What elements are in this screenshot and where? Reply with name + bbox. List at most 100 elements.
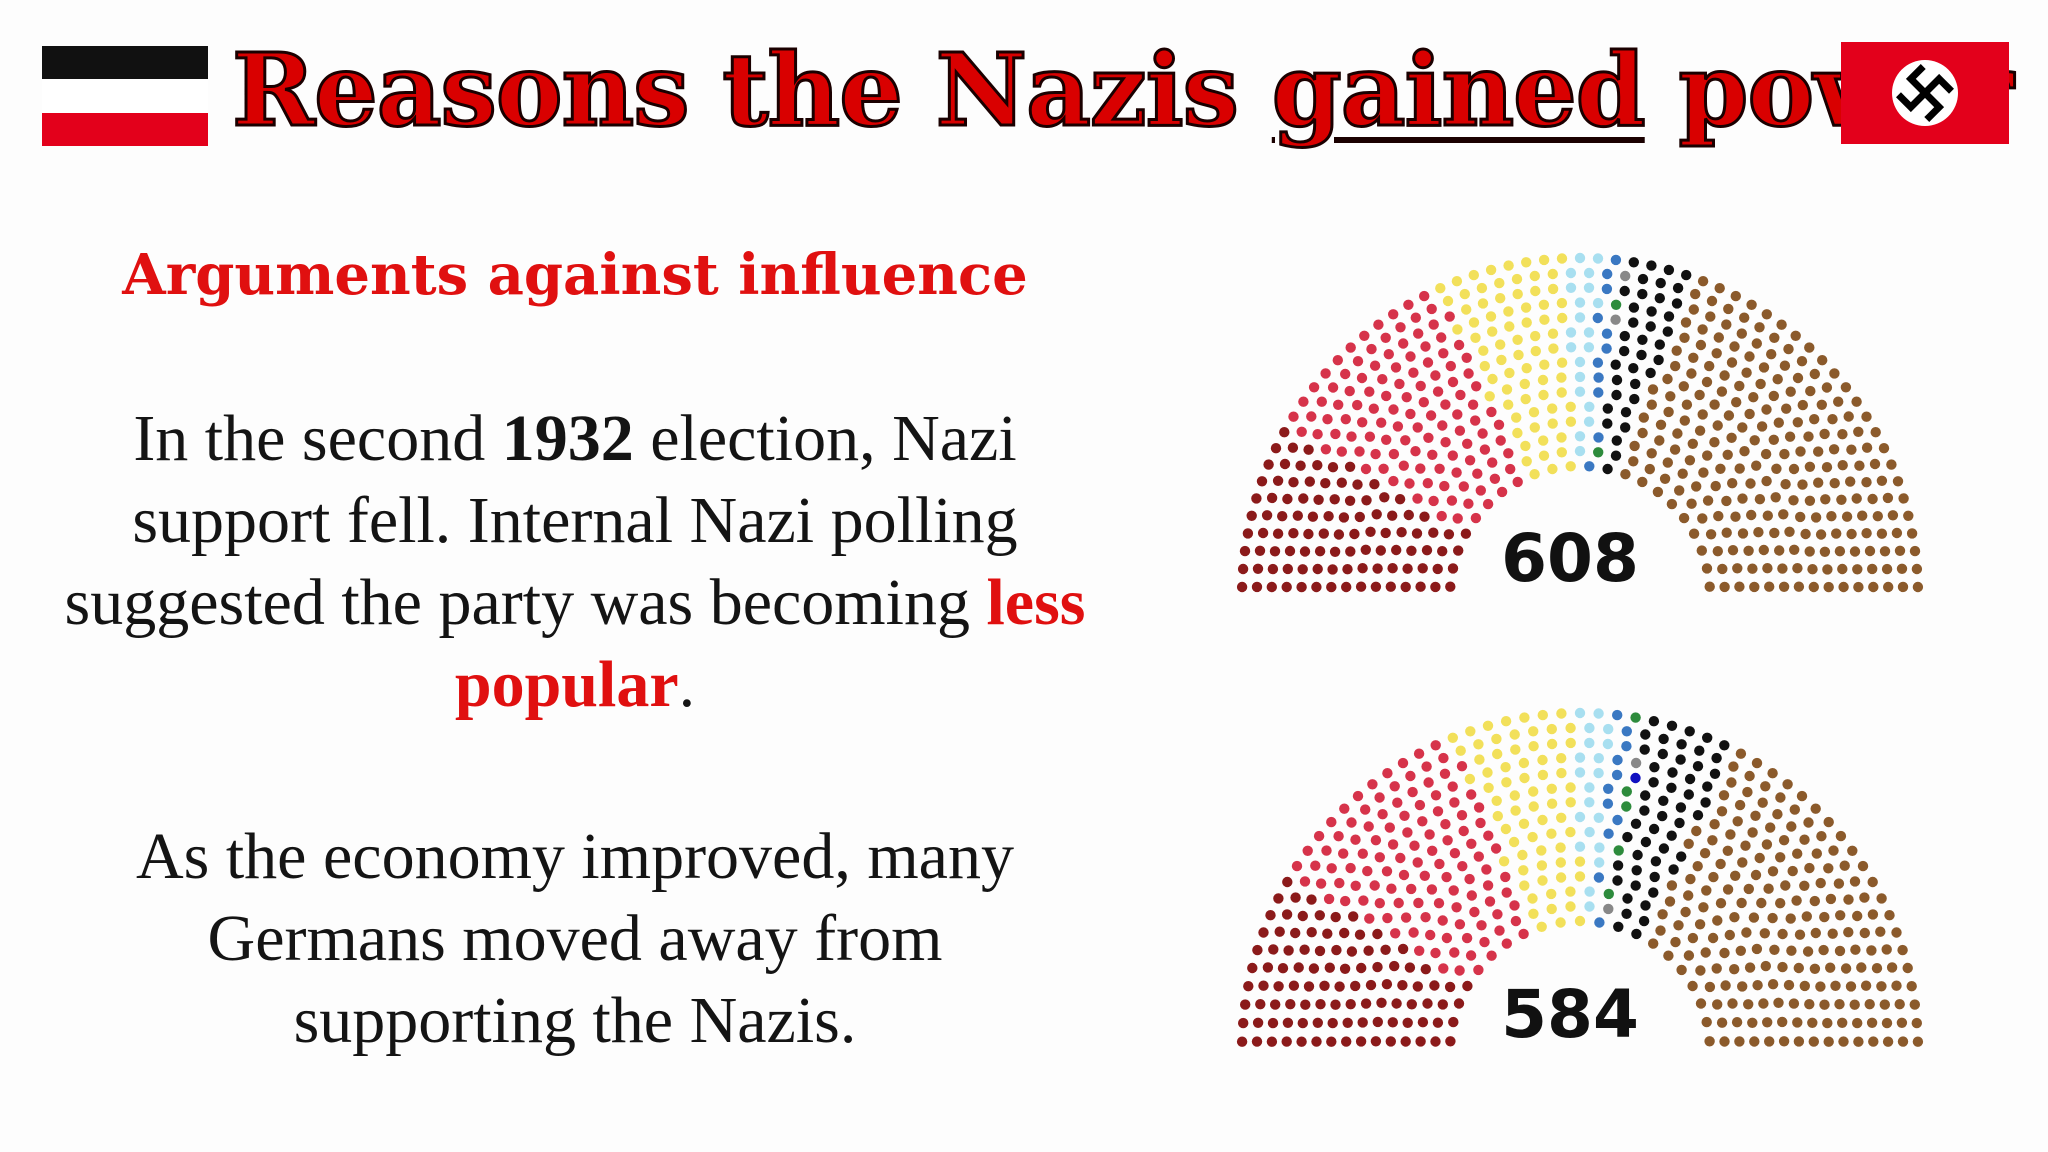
seat-dot <box>1318 528 1329 539</box>
seat-dot <box>1327 564 1338 575</box>
seat-dot <box>1737 857 1748 868</box>
seat-dot <box>1657 909 1668 920</box>
seat-dot <box>1745 478 1756 489</box>
seat-dot <box>1402 1017 1413 1028</box>
seat-dot <box>1701 563 1713 574</box>
seat-dot <box>1749 1036 1760 1047</box>
seat-dot <box>1456 761 1468 772</box>
seat-dot <box>1288 980 1300 991</box>
seat-dot <box>1462 438 1473 449</box>
seat-dot <box>1287 442 1299 453</box>
seat-dot <box>1376 417 1387 428</box>
seat-dot <box>1803 817 1814 828</box>
seat-dot <box>1252 1017 1264 1028</box>
seat-dot <box>1602 418 1613 429</box>
seat-dot <box>1422 998 1433 1009</box>
seat-dot <box>1719 1036 1730 1047</box>
seat-dot <box>1898 493 1909 504</box>
seat-dot <box>1355 581 1367 592</box>
seat-dot <box>1539 314 1550 325</box>
seat-dot <box>1850 944 1861 955</box>
seat-dot <box>1601 283 1613 295</box>
seat-dot <box>1702 732 1713 743</box>
seat-dot <box>1501 887 1512 898</box>
seat-dot <box>1495 435 1506 446</box>
seat-dot <box>1565 327 1577 338</box>
seat-dot <box>1762 563 1773 574</box>
seat-dot <box>1666 720 1678 731</box>
seat-dot <box>1451 276 1463 287</box>
seat-dot <box>1906 528 1918 539</box>
seat-dot <box>1731 397 1742 408</box>
seat-dot <box>1468 317 1480 328</box>
seat-dot <box>1451 902 1462 913</box>
seat-dot <box>1793 581 1805 592</box>
seat-dot <box>1240 999 1251 1010</box>
seat-dot <box>1810 927 1821 939</box>
seat-dot <box>1817 355 1828 366</box>
seat-dot <box>1699 848 1711 859</box>
seat-dot <box>1370 581 1382 592</box>
seat-dot <box>1285 999 1296 1010</box>
seat-dot <box>1897 944 1908 956</box>
seat-dot <box>1565 722 1576 734</box>
seat-dot <box>1379 492 1390 503</box>
seat-dot <box>1467 399 1479 410</box>
seat-dot <box>1430 581 1441 593</box>
seat-dot <box>1711 752 1722 764</box>
seat-dot <box>1555 872 1567 883</box>
seat-dot <box>1482 720 1494 731</box>
seat-dot <box>1528 801 1539 812</box>
seat-dot <box>1662 457 1673 468</box>
seat-dot <box>1750 869 1762 881</box>
seat-dot <box>1243 981 1254 992</box>
seat-dot <box>1673 920 1684 931</box>
seat-dot <box>1556 767 1567 779</box>
seat-dot <box>1834 999 1845 1010</box>
seat-dot <box>1696 545 1707 556</box>
seat-dot <box>1795 511 1806 523</box>
seat-dot <box>1436 332 1447 343</box>
seat-dot <box>1565 342 1577 353</box>
seat-dot <box>1449 947 1460 958</box>
seat-dot <box>1380 527 1391 539</box>
seat-dot <box>1620 270 1631 282</box>
seat-dot <box>1415 463 1426 474</box>
seat-dot <box>1461 352 1472 363</box>
seat-dot <box>1391 998 1402 1009</box>
seat-dot <box>1420 964 1431 975</box>
seat-dot <box>1435 283 1446 294</box>
seat-dot <box>1803 431 1814 442</box>
seat-dot <box>1726 357 1738 368</box>
seat-dot <box>1334 981 1345 992</box>
seat-dot <box>1408 927 1419 938</box>
seat-dot <box>1654 435 1665 446</box>
seat-dot <box>1313 494 1324 505</box>
seat-dot <box>1387 510 1398 521</box>
seat-dot <box>1397 980 1408 991</box>
seat-dot <box>1791 895 1802 906</box>
seat-dot <box>1694 425 1706 436</box>
seat-dot <box>1465 726 1476 737</box>
seat-dot <box>1406 999 1417 1010</box>
seat-dot <box>1835 910 1846 921</box>
seat-dot <box>1527 831 1538 843</box>
seat-dot <box>1754 322 1765 333</box>
seat-dot <box>1377 809 1388 820</box>
seat-dot <box>1308 382 1320 393</box>
seat-dot <box>1674 485 1685 496</box>
seat-dot <box>1911 1017 1922 1029</box>
seat-dot <box>1421 545 1433 556</box>
seat-dot <box>1637 476 1648 488</box>
seat-dot <box>1332 355 1343 366</box>
seat-dot <box>1385 581 1396 592</box>
seat-dot <box>1565 416 1577 427</box>
seat-dot <box>1712 999 1723 1010</box>
seat-dot <box>1365 526 1376 537</box>
seat-dot <box>1314 546 1326 557</box>
seat-dot <box>1387 1017 1398 1028</box>
seat-dot <box>1801 911 1812 922</box>
seat-dot <box>1356 962 1367 974</box>
seat-dot <box>1369 880 1380 891</box>
seat-dot <box>1701 1016 1712 1028</box>
